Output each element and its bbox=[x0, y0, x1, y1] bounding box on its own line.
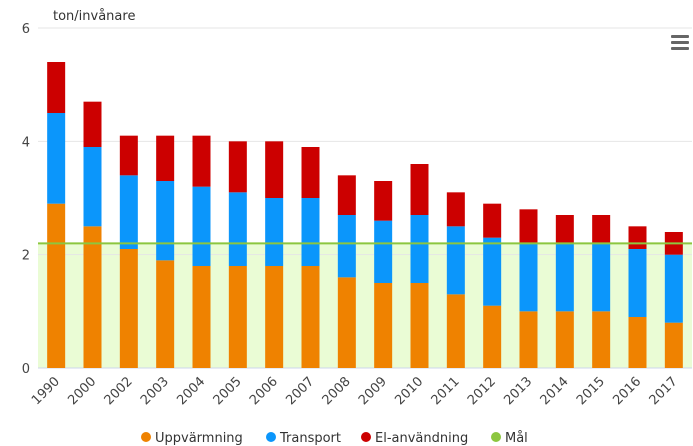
bar-segment bbox=[47, 203, 66, 368]
x-tick-label: 2008 bbox=[320, 374, 354, 408]
bar-segment bbox=[410, 215, 429, 283]
bar-segment bbox=[483, 237, 502, 306]
bar-segment bbox=[410, 283, 429, 368]
bar-segment bbox=[555, 311, 574, 368]
bar-segment bbox=[119, 175, 138, 249]
legend-item: Mål bbox=[491, 431, 528, 446]
bar-segment bbox=[156, 135, 175, 181]
legend-marker bbox=[491, 432, 501, 442]
x-tick-label: 2013 bbox=[501, 374, 535, 408]
y-tick-label: 4 bbox=[22, 135, 30, 150]
y-axis-label: ton/invånare bbox=[53, 9, 135, 24]
bar-segment bbox=[555, 215, 574, 244]
menu-button[interactable] bbox=[671, 35, 689, 50]
bar-segment bbox=[374, 220, 393, 283]
bar-segment bbox=[156, 181, 175, 261]
bar-segment bbox=[228, 141, 247, 193]
bar-segment bbox=[628, 249, 647, 317]
x-tick-label: 2007 bbox=[283, 374, 317, 408]
x-tick-label: 2005 bbox=[211, 374, 245, 408]
bar-segment bbox=[119, 135, 138, 176]
legend-marker bbox=[266, 432, 276, 442]
x-tick-label: 1990 bbox=[29, 374, 63, 408]
bar-segment bbox=[664, 322, 683, 368]
bar-segment bbox=[156, 260, 175, 368]
x-tick-label: 2017 bbox=[647, 374, 681, 408]
bar-segment bbox=[337, 215, 356, 278]
bar-segment bbox=[228, 266, 247, 368]
bar-segment bbox=[483, 203, 502, 238]
bar-segment bbox=[446, 192, 465, 227]
legend-label: Transport bbox=[279, 431, 341, 446]
legend-item: El-användning bbox=[361, 431, 468, 446]
x-tick-label: 2011 bbox=[429, 374, 463, 408]
bar-segment bbox=[628, 226, 647, 249]
legend-item: Transport bbox=[266, 431, 341, 446]
bar-segment bbox=[228, 192, 247, 266]
bar-segment bbox=[628, 317, 647, 368]
legend-label: El-användning bbox=[375, 431, 468, 446]
bar-segment bbox=[519, 209, 538, 244]
x-tick-label: 2015 bbox=[574, 374, 608, 408]
bar-segment bbox=[374, 181, 393, 221]
bar-segment bbox=[446, 294, 465, 368]
x-tick-label: 2004 bbox=[174, 374, 208, 408]
bar-segment bbox=[592, 215, 611, 244]
bar-segment bbox=[483, 305, 502, 368]
x-tick-label: 2012 bbox=[465, 374, 499, 408]
bar-segment bbox=[83, 226, 102, 368]
bar-segment bbox=[265, 141, 284, 198]
bar-segment bbox=[47, 113, 66, 204]
bar-segment bbox=[337, 277, 356, 368]
x-tick-label: 2002 bbox=[102, 374, 136, 408]
x-tick-label: 2010 bbox=[392, 374, 426, 408]
bar-segment bbox=[519, 243, 538, 312]
bar-segment bbox=[337, 175, 356, 215]
x-tick-label: 2006 bbox=[247, 374, 281, 408]
x-tick-label: 2014 bbox=[538, 374, 572, 408]
bar-segment bbox=[265, 198, 284, 266]
bar-segment bbox=[446, 226, 465, 295]
legend-marker bbox=[361, 432, 371, 442]
bar-segment bbox=[192, 135, 211, 187]
bar-segment bbox=[47, 62, 66, 113]
x-tick-label: 2016 bbox=[610, 374, 644, 408]
bar-segment bbox=[519, 311, 538, 368]
x-tick-label: 2009 bbox=[356, 374, 390, 408]
x-tick-label: 2003 bbox=[138, 374, 172, 408]
legend-item: Uppvärmning bbox=[141, 431, 243, 446]
bar-segment bbox=[301, 266, 320, 368]
bar-segment bbox=[192, 186, 211, 266]
bar-segment bbox=[83, 147, 102, 227]
bar-segment bbox=[265, 266, 284, 368]
target-area bbox=[38, 243, 692, 368]
bar-segment bbox=[301, 147, 320, 198]
bar-segment bbox=[301, 198, 320, 266]
legend-label: Mål bbox=[505, 431, 528, 446]
bar-segment bbox=[555, 243, 574, 312]
legend-marker bbox=[141, 432, 151, 442]
bar-segment bbox=[592, 243, 611, 312]
bar-segment bbox=[374, 283, 393, 368]
bar-segment bbox=[83, 101, 102, 147]
legend-label: Uppvärmning bbox=[155, 431, 243, 446]
y-tick-label: 0 bbox=[22, 362, 30, 377]
bar-segment bbox=[192, 266, 211, 368]
bar-segment bbox=[410, 164, 429, 215]
bar-segment bbox=[592, 311, 611, 368]
y-tick-label: 2 bbox=[22, 249, 30, 264]
y-tick-label: 6 bbox=[22, 22, 30, 37]
bar-segment bbox=[119, 249, 138, 368]
bar-segment bbox=[664, 254, 683, 323]
x-tick-label: 2000 bbox=[65, 374, 99, 408]
